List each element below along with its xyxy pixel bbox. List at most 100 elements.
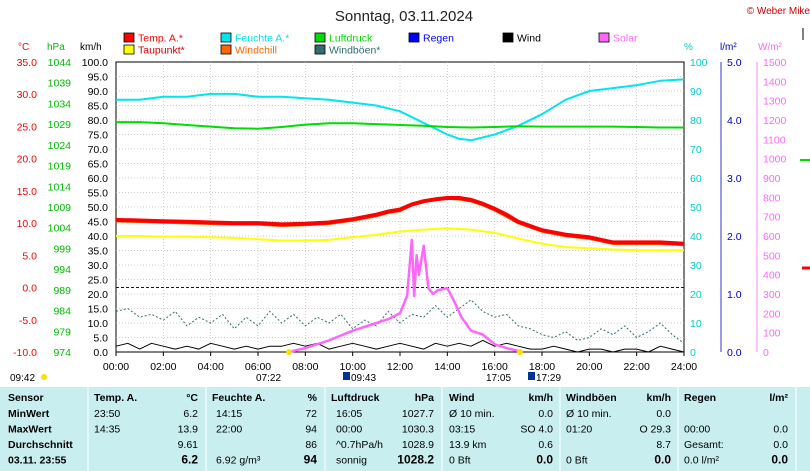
solar-tick-label: 200 [763,308,781,320]
humidity-tick-label: 80 [690,115,702,127]
stats-cell-gust: O 29.3 [639,424,671,436]
x-tick-label: 12:00 [387,361,413,373]
stats-header-sensor: Sensor [8,392,44,404]
pressure-tick-label: 984 [53,306,71,318]
x-tick-label: 22:00 [624,361,650,373]
legend-label-regen: Regen [423,33,454,45]
stats-cell-temp: 13.9 [178,424,199,436]
wind-unit-label: km/h [80,42,102,53]
series-line-solar [288,238,524,354]
stats-cell-gust: 0.0 [656,408,671,420]
solar-tick-label: 300 [763,289,781,301]
temp-unit-label: °C [18,42,29,53]
stats-cell-press: 1027.7 [402,408,434,420]
sun-icon [41,374,47,380]
legend-label-wind: Wind [517,33,541,45]
stats-cell-press: 1028.2 [397,453,434,467]
stats-cell-rain: 0.0 [773,439,788,451]
solar-tick-label: 1300 [763,96,787,108]
wind-tick-label: 30.0 [88,260,109,272]
humidity-tick-label: 70 [690,144,702,156]
stats-cell-gust-lbl: Ø 10 min. [566,408,612,420]
wind-tick-label: 40.0 [88,231,109,243]
x-tick-label: 08:00 [292,361,318,373]
humidity-tick-label: 60 [690,173,702,185]
solar-start-icon [343,372,350,380]
solar-tick-label: 1400 [763,76,787,88]
stats-cell-gust-lbl: 01:20 [566,424,592,436]
x-tick-label: 18:00 [529,361,555,373]
stats-cell-press: 1030.3 [402,424,434,436]
stats-rows: MinWert 23:50 6.2 14:15 72 16:05 1027.7 Ø 10 mi… [8,408,788,467]
legend-label-solar: Solar [613,33,638,45]
solar-start-label: 09:43 [351,373,376,384]
legend-swatch-taupunkt [123,44,135,55]
rain-tick-label: 5.0 [727,57,742,69]
pressure-tick-label: 1004 [48,223,72,235]
solar-tick-label: 1200 [763,115,787,127]
wind-tick-label: 50.0 [88,202,109,214]
stats-cell-wind: SO 4.0 [520,424,553,436]
rain-tick-label: 1.0 [727,289,742,301]
wind-tick-label: 100.0 [82,57,108,69]
solar-end-label: 17:29 [536,373,561,384]
stats-cell-temp: 9.61 [178,439,199,451]
legend-label-windb-en: Windböen* [329,45,380,57]
temp-tick-label: 35.0 [17,57,38,69]
stats-cell-rain: 0.0 [773,424,788,436]
stats-cell-hum-time: 6.92 g/m³ [216,455,261,467]
humidity-tick-label: 40 [690,231,702,243]
stats-cell-temp-time: 23:50 [94,408,120,420]
temp-tick-label: 20.0 [17,154,38,166]
legend-label-feuchte-a: Feuchte A.* [235,33,289,45]
legend-label-temp-a: Temp. A.* [138,33,183,45]
wind-tick-label: 65.0 [88,159,109,171]
series-line-windb-en [115,299,685,344]
pressure-tick-label: 1014 [48,181,72,193]
stats-cell-gust: 8.7 [656,439,671,451]
sunrise-left-label: 09:42 [10,373,35,384]
x-tick-label: 24:00 [671,361,697,373]
sunset-label: 17:05 [486,373,511,384]
legend-swatch-regen [408,32,420,43]
wind-tick-label: 5.0 [93,333,108,345]
stats-cell-press: 1028.9 [402,439,434,451]
stats-cell-press-time: ^0.7hPa/h [336,439,383,451]
stats-header-press-unit: hPa [415,392,434,404]
stats-cell-wind-lbl: 03:15 [449,424,475,436]
sunrise-icon [286,349,292,355]
x-tick-label: 10:00 [340,361,366,373]
axes: 35.0 30.0 25.0 20.0 15.0 10.0 5.0 0.0 -5.0 -10.0 1… [13,57,786,359]
x-tick-label: 00:00 [103,361,129,373]
wind-tick-label: 60.0 [88,173,109,185]
series-line-feuchte-a [116,78,685,142]
stats-cell-label: Durchschnitt [8,439,73,451]
temp-tick-label: 15.0 [17,186,38,198]
rain-tick-label: 2.0 [727,231,742,243]
stats-cell-label: 03.11. 23:55 [8,455,67,467]
solar-end-icon [528,372,535,380]
stats-cell-gust: 0.0 [654,453,671,467]
wind-tick-label: 45.0 [88,217,109,229]
stats-panel: Sensor Temp. A. °C Feuchte A. % Luftdruc… [0,387,810,471]
series-group [115,78,685,354]
stats-cell-rain: 0.0 [771,453,788,467]
solar-tick-label: 800 [763,192,781,204]
legend-swatch-solar [598,32,610,43]
x-tick-label: 20:00 [576,361,602,373]
pressure-tick-label: 1024 [48,140,72,152]
legend-swatch-temp-a [123,32,135,43]
stats-header-wind-unit: km/h [528,392,553,404]
solar-tick-label: 1000 [763,154,787,166]
stats-cell-press-time: 00:00 [336,424,362,436]
stats-dividers [87,387,797,471]
legend-swatch-wind [502,32,514,43]
stats-cell-temp: 6.2 [181,453,198,467]
solar-tick-label: 900 [763,173,781,185]
wind-tick-label: 0.0 [93,347,108,359]
stats-header-press: Luftdruck [331,392,380,404]
stats-cell-hum: 94 [305,424,317,436]
legend-swatch-feuchte-a [220,32,232,43]
wind-tick-label: 25.0 [88,275,109,287]
legend-label-taupunkt: Taupunkt* [138,45,185,57]
